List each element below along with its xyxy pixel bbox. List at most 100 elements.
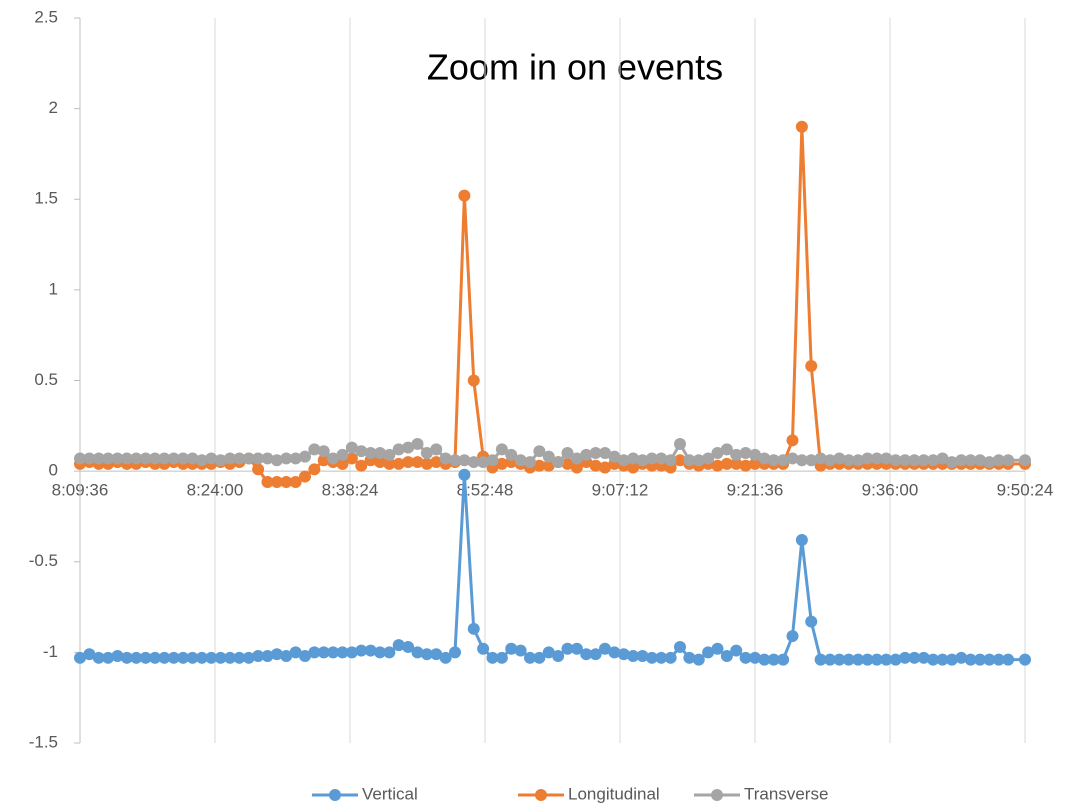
data-point [355,644,368,657]
data-point [111,452,124,465]
data-point [74,651,86,664]
x-tick-label: 9:36:00 [862,481,919,500]
data-point [664,651,677,664]
data-point [824,653,836,666]
data-point [205,452,218,465]
data-point [467,456,480,469]
data-point [852,454,865,467]
data-point [83,452,96,465]
data-point [392,443,405,456]
data-point [317,445,330,458]
legend-label: Longitudinal [568,784,660,803]
data-point [542,646,555,659]
data-point [139,452,152,465]
data-point [842,653,855,666]
data-point [664,454,677,467]
data-point [130,452,143,465]
data-point [570,461,583,474]
data-point [139,651,152,664]
data-point [692,653,705,666]
data-point [580,448,593,461]
data-point [674,437,686,450]
data-point [767,653,780,666]
data-point [364,447,377,459]
data-point [702,452,715,465]
data-point [374,456,386,469]
data-point [936,653,949,666]
data-point [495,443,508,456]
data-point [974,653,986,666]
data-point [186,651,199,664]
data-point [758,452,771,465]
data-point [533,459,546,472]
data-point [599,447,611,459]
data-point [749,651,761,664]
data-point [205,651,218,664]
data-point [552,456,565,469]
data-point [927,653,940,666]
data-point [280,650,293,662]
x-tick-label: 9:50:24 [997,481,1054,500]
data-point [1002,454,1015,467]
data-point [420,457,433,470]
data-point [805,615,818,628]
data-point [308,463,321,476]
data-point [411,456,424,469]
data-point [242,651,255,664]
data-point [214,651,227,664]
data-point [627,461,640,474]
data-point [383,448,396,461]
data-point [730,448,743,461]
y-tick-label: -0.5 [29,551,58,570]
data-point [749,457,761,470]
data-point [936,452,949,465]
data-point [983,653,996,666]
data-point [608,646,621,659]
data-point [158,452,171,465]
data-point [458,454,471,467]
data-point [805,360,818,372]
data-point [786,434,799,447]
data-point [317,454,330,467]
data-point [392,457,405,470]
data-point [524,651,536,664]
data-point [167,651,180,664]
data-point [458,189,471,202]
data-point [674,640,686,653]
data-point [833,452,846,465]
data-point [195,651,208,664]
data-point [917,651,930,664]
data-point [1019,653,1031,666]
data-point [655,452,668,465]
data-point [899,651,911,664]
data-point [655,651,668,664]
data-point [261,650,274,662]
data-point [795,120,808,133]
data-point [289,476,302,488]
data-point [533,651,546,664]
data-point [711,447,724,459]
data-point [786,630,799,643]
data-point [261,476,274,488]
data-point [392,639,405,652]
data-point [486,454,499,467]
data-point [645,651,658,664]
y-tick-label: 0.5 [34,370,58,389]
data-point [317,646,330,659]
data-point [964,653,977,666]
data-point [92,651,105,664]
data-point [570,452,583,465]
y-tick-label: 2.5 [34,7,58,26]
data-point [280,452,293,465]
legend-marker [711,789,723,801]
data-point [852,653,865,666]
data-point [83,648,96,661]
data-point [299,470,311,483]
legend-label: Vertical [362,784,418,803]
data-point [739,651,752,664]
data-point [467,374,480,387]
data-point [449,646,461,659]
data-point [561,642,574,655]
data-point [327,646,340,659]
